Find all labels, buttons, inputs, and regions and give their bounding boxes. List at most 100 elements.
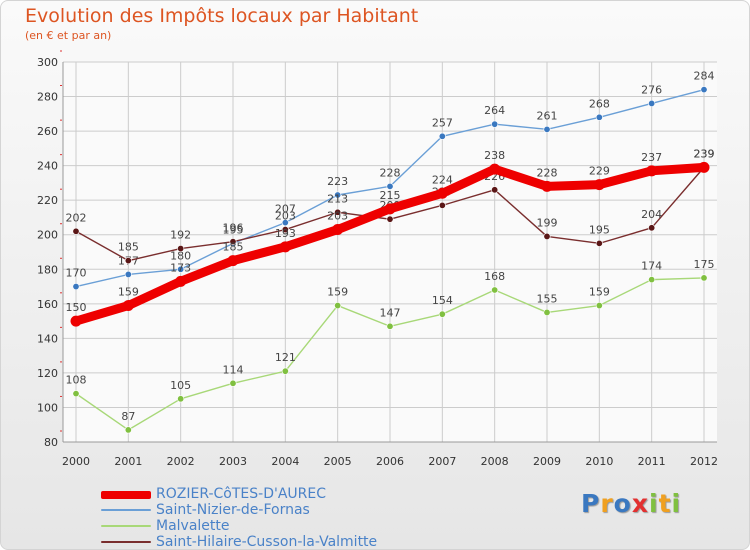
data-point	[543, 232, 551, 240]
data-point	[334, 191, 342, 199]
data-point	[541, 180, 553, 192]
legend-swatch-saint-nizier	[101, 509, 151, 511]
y-tick-label: 140	[37, 332, 58, 345]
data-point	[595, 239, 603, 247]
data-point	[334, 302, 342, 310]
data-point	[384, 203, 396, 215]
data-point	[595, 302, 603, 310]
data-point	[227, 255, 239, 267]
data-point	[332, 224, 344, 236]
data-label: 159	[589, 286, 610, 299]
y-tick-label: 220	[37, 194, 58, 207]
data-point	[648, 224, 656, 232]
data-point	[122, 300, 134, 312]
x-tick-label: 2008	[481, 455, 509, 468]
data-label: 215	[380, 189, 401, 202]
chart-subtitle: (en € et par an)	[25, 29, 112, 42]
x-tick-label: 2002	[167, 455, 195, 468]
logo-letter: r	[600, 489, 614, 518]
data-label: 276	[641, 83, 662, 96]
y-tick-label: 260	[37, 125, 58, 138]
logo-letter: i	[649, 489, 659, 518]
data-point	[436, 187, 448, 199]
data-point	[229, 379, 237, 387]
data-point	[698, 161, 710, 173]
data-label: 147	[380, 306, 401, 319]
data-label: 207	[275, 203, 296, 216]
data-label: 195	[589, 223, 610, 236]
y-tick-label: 120	[37, 367, 58, 380]
data-label: 257	[432, 116, 453, 129]
data-point	[281, 226, 289, 234]
x-tick-label: 2007	[428, 455, 456, 468]
data-label: 264	[484, 104, 505, 117]
data-label: 228	[537, 166, 558, 179]
y-tick-label: 280	[37, 91, 58, 104]
data-label: 185	[223, 241, 244, 254]
data-label: 202	[66, 211, 87, 224]
data-label: 196	[223, 222, 244, 235]
data-label: 175	[694, 258, 715, 271]
data-point	[229, 238, 237, 246]
data-label: 229	[589, 165, 610, 178]
legend-label-saint-nizier: Saint-Nizier-de-Fornas	[156, 502, 310, 518]
data-label: 155	[537, 292, 558, 305]
x-tick-label: 2009	[533, 455, 561, 468]
data-label: 237	[641, 151, 662, 164]
x-tick-label: 2005	[324, 455, 352, 468]
logo-letter: P	[581, 489, 601, 518]
data-point	[124, 257, 132, 265]
data-point	[438, 310, 446, 318]
data-label: 193	[275, 227, 296, 240]
data-label: 180	[170, 249, 191, 262]
x-tick-label: 2000	[62, 455, 90, 468]
data-point	[648, 99, 656, 107]
data-label: 228	[380, 166, 401, 179]
data-point	[177, 245, 185, 253]
data-point	[595, 113, 603, 121]
y-tick-label: 100	[37, 401, 58, 414]
data-label: 105	[170, 379, 191, 392]
legend-label-malvalette: Malvalette	[156, 518, 230, 534]
logo-letter: i	[671, 489, 682, 518]
data-point	[177, 265, 185, 273]
logo-letter: t	[658, 489, 672, 518]
data-point	[72, 390, 80, 398]
data-point	[438, 132, 446, 140]
y-tick-label: 160	[37, 298, 58, 311]
data-point	[593, 179, 605, 191]
data-label: 159	[327, 286, 348, 299]
data-point	[279, 241, 291, 253]
data-point	[177, 395, 185, 403]
data-label: 203	[327, 210, 348, 223]
legend-swatch-malvalette	[101, 525, 151, 527]
data-point	[386, 322, 394, 330]
data-point	[648, 276, 656, 284]
legend-swatch-rozier	[101, 491, 151, 499]
x-tick-label: 2011	[638, 455, 666, 468]
data-label: 159	[118, 286, 139, 299]
x-tick-label: 2010	[585, 455, 613, 468]
y-tick-label: 300	[37, 56, 58, 69]
data-point	[489, 163, 501, 175]
data-label: 192	[170, 229, 191, 242]
x-tick-label: 2006	[376, 455, 404, 468]
data-point	[70, 315, 82, 327]
legend-label-rozier: ROZIER-CôTES-D'AUREC	[156, 486, 327, 502]
y-tick-label: 180	[37, 263, 58, 276]
data-point	[124, 270, 132, 278]
logo-letter: o	[613, 489, 632, 518]
chart-title: Evolution des Impôts locaux par Habitant	[25, 5, 419, 27]
data-point	[72, 227, 80, 235]
data-label: 224	[432, 173, 453, 186]
data-label: 87	[121, 410, 135, 423]
data-label: 238	[484, 149, 505, 162]
data-point	[386, 215, 394, 223]
data-label: 195	[223, 223, 244, 236]
data-label: 114	[223, 363, 244, 376]
data-label: 239	[694, 147, 715, 160]
y-tick-label: 240	[37, 160, 58, 173]
data-label: 203	[275, 210, 296, 223]
x-tick-label: 2001	[114, 455, 142, 468]
